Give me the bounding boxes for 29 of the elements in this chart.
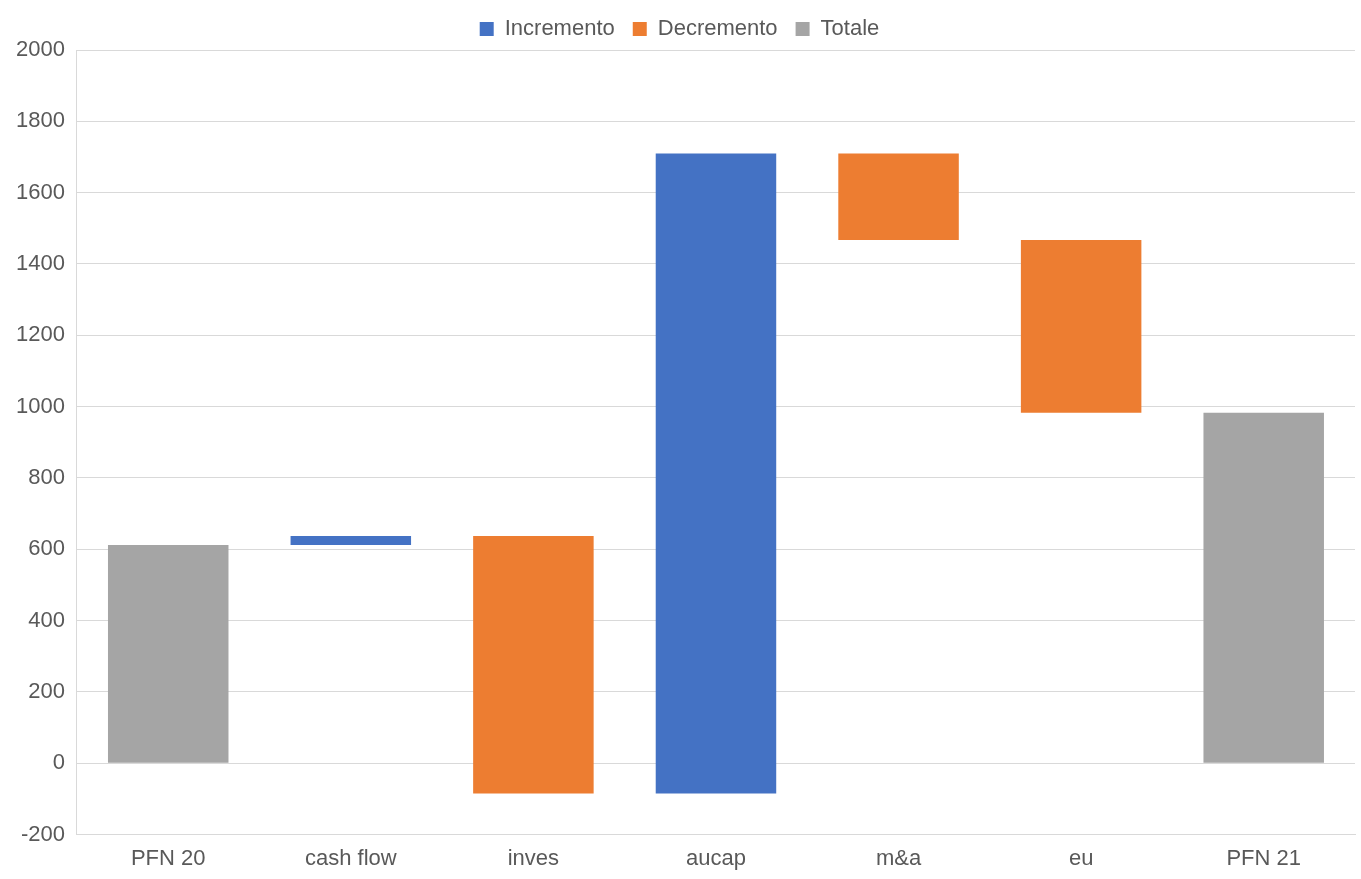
- bar: [473, 536, 594, 794]
- x-tick-label: cash flow: [304, 844, 397, 870]
- legend-label: Totale: [820, 15, 880, 41]
- bar: [838, 153, 959, 241]
- x-tick-label: PFN 21: [1226, 844, 1302, 870]
- legend-label: Decremento: [657, 15, 778, 41]
- x-tick-label: aucap: [685, 844, 746, 870]
- y-tick-label: 1600: [15, 178, 65, 204]
- x-tick-label: PFN 20: [130, 844, 206, 870]
- y-tick-label: 200: [28, 678, 65, 704]
- y-tick-label: 400: [28, 606, 65, 632]
- bar: [655, 153, 777, 794]
- bar: [1203, 412, 1324, 763]
- y-tick-label: 0: [52, 749, 65, 775]
- y-tick-label: 1400: [15, 250, 65, 276]
- y-tick-label: -200: [20, 820, 65, 846]
- y-tick-label: 1800: [15, 107, 65, 133]
- x-tick-label: m&a: [875, 844, 922, 870]
- bar: [290, 536, 412, 546]
- y-tick-label: 800: [28, 464, 65, 490]
- bar: [107, 545, 229, 763]
- y-tick-label: 600: [28, 535, 65, 561]
- x-tick-label: eu: [1068, 844, 1094, 870]
- y-tick-label: 1200: [15, 321, 65, 347]
- x-tick-label: inves: [507, 844, 560, 870]
- y-tick-label: 1000: [15, 392, 65, 418]
- legend-label: Incremento: [504, 15, 615, 41]
- bar: [1020, 240, 1142, 413]
- y-tick-label: 2000: [15, 36, 65, 62]
